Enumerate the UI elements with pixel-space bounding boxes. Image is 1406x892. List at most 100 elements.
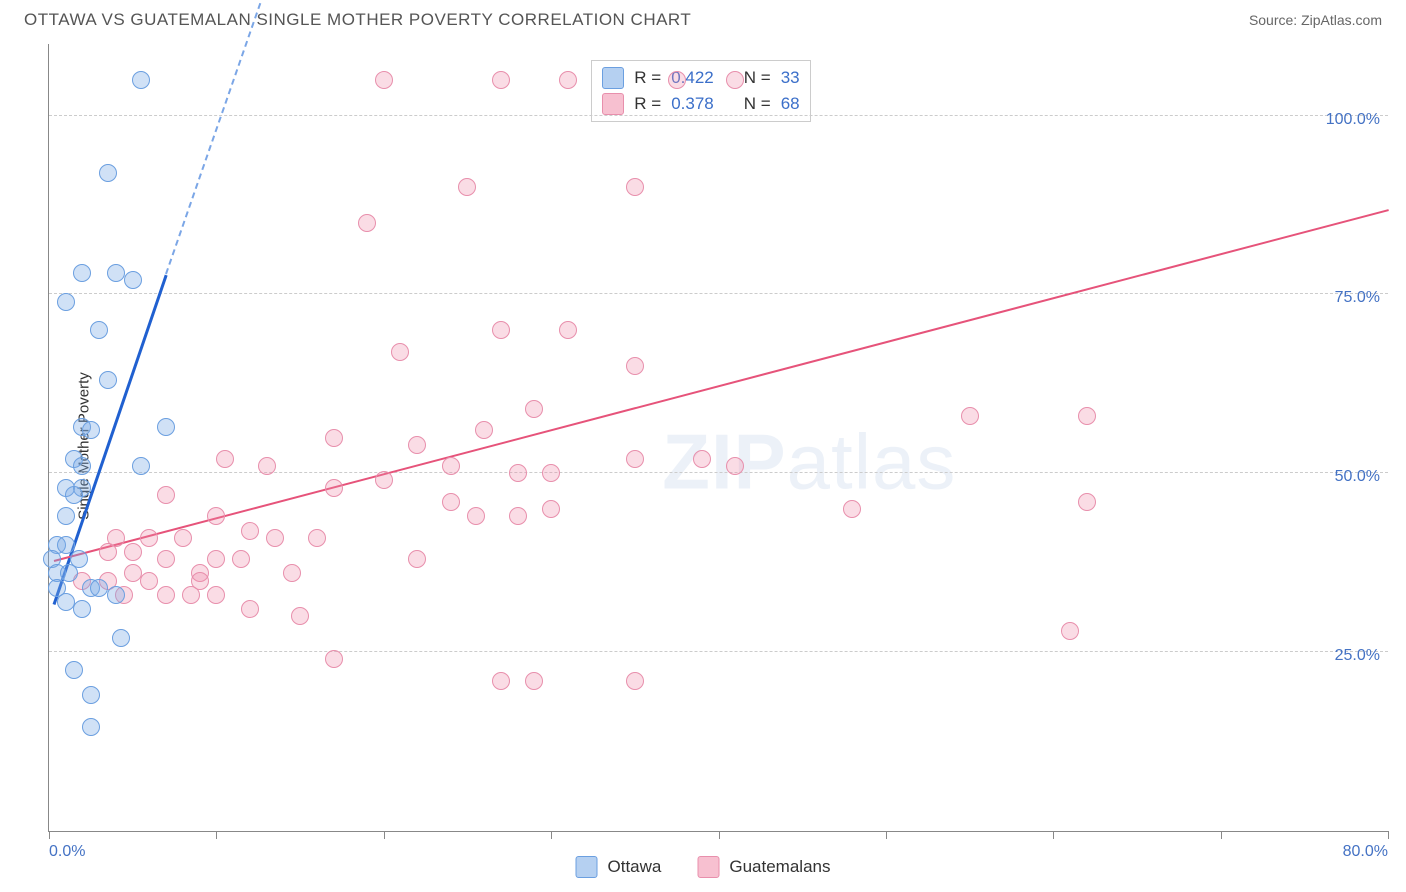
watermark-light: atlas	[787, 417, 957, 505]
data-point-guatemalans	[559, 321, 577, 339]
x-tick	[551, 831, 552, 839]
data-point-guatemalans	[182, 586, 200, 604]
data-point-ottawa	[90, 321, 108, 339]
legend-label: Guatemalans	[729, 857, 830, 877]
data-point-guatemalans	[325, 429, 343, 447]
data-point-ottawa	[90, 579, 108, 597]
data-point-guatemalans	[626, 357, 644, 375]
data-point-guatemalans	[467, 507, 485, 525]
data-point-ottawa	[99, 164, 117, 182]
data-point-guatemalans	[207, 550, 225, 568]
data-point-guatemalans	[375, 471, 393, 489]
data-point-guatemalans	[668, 71, 686, 89]
data-point-guatemalans	[291, 607, 309, 625]
data-point-guatemalans	[458, 178, 476, 196]
data-point-guatemalans	[157, 550, 175, 568]
data-point-guatemalans	[626, 672, 644, 690]
scatter-chart: ZIPatlas R =0.422N =33R =0.378N =68 25.0…	[48, 44, 1388, 832]
data-point-guatemalans	[492, 672, 510, 690]
data-point-ottawa	[132, 71, 150, 89]
legend-swatch	[576, 856, 598, 878]
data-point-ottawa	[73, 264, 91, 282]
data-point-guatemalans	[525, 400, 543, 418]
legend-item: Ottawa	[576, 856, 662, 878]
data-point-guatemalans	[525, 672, 543, 690]
data-point-guatemalans	[258, 457, 276, 475]
data-point-guatemalans	[174, 529, 192, 547]
trend-line	[54, 209, 1389, 562]
legend-row: R = 0.378 N = 68	[602, 91, 799, 117]
data-point-guatemalans	[241, 600, 259, 618]
x-tick-label: 80.0%	[1343, 843, 1388, 861]
data-point-guatemalans	[542, 464, 560, 482]
data-point-guatemalans	[266, 529, 284, 547]
y-tick-label: 25.0%	[1335, 647, 1380, 665]
data-point-guatemalans	[542, 500, 560, 518]
data-point-guatemalans	[124, 543, 142, 561]
data-point-ottawa	[82, 686, 100, 704]
data-point-ottawa	[124, 271, 142, 289]
data-point-ottawa	[57, 293, 75, 311]
r-label: R =	[634, 68, 661, 88]
data-point-guatemalans	[492, 71, 510, 89]
data-point-guatemalans	[626, 450, 644, 468]
data-point-guatemalans	[140, 529, 158, 547]
legend-swatch	[602, 93, 624, 115]
gridline-horizontal	[49, 293, 1388, 294]
x-tick	[719, 831, 720, 839]
watermark-bold: ZIP	[662, 417, 786, 505]
data-point-guatemalans	[207, 586, 225, 604]
data-point-guatemalans	[325, 479, 343, 497]
data-point-guatemalans	[442, 457, 460, 475]
data-point-guatemalans	[99, 543, 117, 561]
legend-swatch	[697, 856, 719, 878]
r-label: R =	[634, 94, 661, 114]
data-point-ottawa	[107, 264, 125, 282]
y-tick-label: 75.0%	[1335, 289, 1380, 307]
chart-title: OTTAWA VS GUATEMALAN SINGLE MOTHER POVER…	[24, 10, 691, 30]
data-point-ottawa	[73, 457, 91, 475]
x-tick-label: 0.0%	[49, 843, 85, 861]
data-point-guatemalans	[1078, 407, 1096, 425]
r-value: 0.378	[671, 94, 714, 114]
x-tick	[216, 831, 217, 839]
data-point-guatemalans	[216, 450, 234, 468]
data-point-ottawa	[57, 536, 75, 554]
trend-line	[165, 0, 284, 275]
x-tick	[1388, 831, 1389, 839]
data-point-guatemalans	[241, 522, 259, 540]
data-point-guatemalans	[140, 572, 158, 590]
n-label: N =	[744, 94, 771, 114]
data-point-guatemalans	[475, 421, 493, 439]
legend-label: Ottawa	[608, 857, 662, 877]
n-value: 33	[781, 68, 800, 88]
gridline-horizontal	[49, 472, 1388, 473]
data-point-guatemalans	[408, 550, 426, 568]
data-point-ottawa	[65, 486, 83, 504]
source-link[interactable]: ZipAtlas.com	[1301, 12, 1382, 28]
data-point-guatemalans	[693, 450, 711, 468]
data-point-ottawa	[157, 418, 175, 436]
data-point-guatemalans	[124, 564, 142, 582]
y-tick-label: 100.0%	[1326, 111, 1380, 129]
data-point-guatemalans	[157, 586, 175, 604]
gridline-horizontal	[49, 115, 1388, 116]
n-value: 68	[781, 94, 800, 114]
data-point-guatemalans	[325, 650, 343, 668]
data-point-guatemalans	[232, 550, 250, 568]
data-point-guatemalans	[1078, 493, 1096, 511]
data-point-ottawa	[57, 507, 75, 525]
gridline-horizontal	[49, 651, 1388, 652]
x-tick	[1053, 831, 1054, 839]
n-label: N =	[744, 68, 771, 88]
data-point-guatemalans	[726, 457, 744, 475]
data-point-guatemalans	[509, 507, 527, 525]
chart-header: OTTAWA VS GUATEMALAN SINGLE MOTHER POVER…	[0, 0, 1406, 36]
data-point-guatemalans	[492, 321, 510, 339]
data-point-guatemalans	[626, 178, 644, 196]
y-tick-label: 50.0%	[1335, 468, 1380, 486]
data-point-guatemalans	[207, 507, 225, 525]
x-tick	[49, 831, 50, 839]
legend-item: Guatemalans	[697, 856, 830, 878]
source-prefix: Source:	[1249, 12, 1301, 28]
